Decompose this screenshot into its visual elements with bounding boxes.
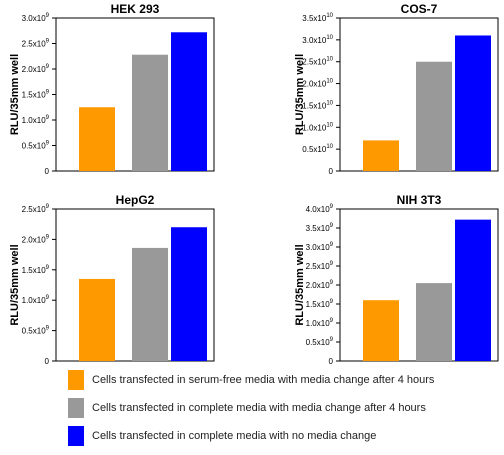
y-tick-label: 0.5x109 <box>22 326 50 336</box>
bar <box>171 227 207 361</box>
legend-item-serum-free: Cells transfected in serum-free media wi… <box>68 369 434 391</box>
y-tick-label: 2.5x109 <box>306 261 334 271</box>
bar <box>363 300 399 361</box>
legend-swatch-orange <box>68 370 84 390</box>
y-tick-label: 1.5x109 <box>22 90 50 100</box>
y-tick-label: 2.0x109 <box>22 234 50 244</box>
y-tick-label: 0.5x109 <box>22 141 50 151</box>
chart-grid: HEK 293 RLU/35mm well 0 0.5x109 1.0x109 1.5x1… <box>9 2 499 366</box>
y-tick-label: 3.5x1010 <box>302 13 333 23</box>
y-tick-label: 1.0x109 <box>22 115 50 125</box>
legend: Cells transfected in serum-free media wi… <box>68 369 434 453</box>
y-tick-label: 3.5x109 <box>306 223 334 233</box>
bar <box>363 140 399 171</box>
y-tick-label: 4.0x109 <box>306 204 334 214</box>
y-tick-label: 2.0x109 <box>22 64 50 74</box>
y-tick-label: 2.5x1010 <box>302 57 333 67</box>
chart-title: HEK 293 <box>111 2 160 16</box>
y-tick-label: 0 <box>329 167 334 176</box>
chart-title: HepG2 <box>116 193 155 207</box>
y-tick-label: 3.0x109 <box>306 242 334 252</box>
y-tick-label: 3.0x109 <box>22 13 50 23</box>
y-axis-label: RLU/35mm well <box>294 244 306 325</box>
bar <box>132 54 168 171</box>
y-tick-label: 1.0x109 <box>22 295 50 305</box>
legend-label: Cells transfected in complete media with… <box>92 430 377 442</box>
legend-item-complete-change: Cells transfected in complete media with… <box>68 397 434 419</box>
bar <box>416 61 452 171</box>
y-tick-label: 2.0x109 <box>306 280 334 290</box>
y-axis-label: RLU/35mm well <box>9 244 21 325</box>
legend-label: Cells transfected in complete media with… <box>92 402 426 414</box>
chart-panel: COS-7 RLU/35mm well 0 0.5x1010 1.0x1010 1.5x1… <box>294 2 499 176</box>
legend-item-no-change: Cells transfected in complete media with… <box>68 425 434 447</box>
y-tick-label: 1.0x109 <box>306 318 334 328</box>
bar <box>79 278 115 361</box>
bar <box>416 283 452 361</box>
y-tick-label: 2.5x109 <box>22 204 50 214</box>
bar <box>455 219 491 361</box>
y-tick-label: 1.5x109 <box>306 299 334 309</box>
chart-panel: HEK 293 RLU/35mm well 0 0.5x109 1.0x109 1.5x1… <box>9 2 215 176</box>
bar <box>171 32 207 171</box>
y-tick-label: 1.5x1010 <box>302 100 333 110</box>
y-tick-label: 1.5x109 <box>22 265 50 275</box>
y-axis-label: RLU/35mm well <box>294 54 306 135</box>
legend-swatch-blue <box>68 426 84 446</box>
y-tick-label: 1.0x1010 <box>302 122 333 132</box>
y-axis-label: RLU/35mm well <box>9 54 21 135</box>
bar <box>455 35 491 171</box>
y-tick-label: 0.5x1010 <box>302 144 333 154</box>
legend-label: Cells transfected in serum-free media wi… <box>92 374 435 386</box>
chart-title: NIH 3T3 <box>397 193 442 207</box>
legend-swatch-gray <box>68 398 84 418</box>
y-tick-label: 3.0x1010 <box>302 35 333 45</box>
y-tick-label: 0.5x109 <box>306 337 334 347</box>
y-tick-label: 0 <box>45 167 50 176</box>
bar <box>132 247 168 361</box>
chart-title: COS-7 <box>401 2 438 16</box>
y-tick-label: 0 <box>45 357 50 366</box>
y-tick-label: 2.0x1010 <box>302 79 333 89</box>
chart-panel: HepG2 RLU/35mm well 0 0.5x109 1.0x109 1.5x109… <box>9 193 215 366</box>
chart-panel: NIH 3T3 RLU/35mm well 0 0.5x109 1.0x109 1.5x1… <box>294 193 499 366</box>
bar <box>79 107 115 171</box>
y-tick-label: 2.5x109 <box>22 39 50 49</box>
y-tick-label: 0 <box>329 357 334 366</box>
